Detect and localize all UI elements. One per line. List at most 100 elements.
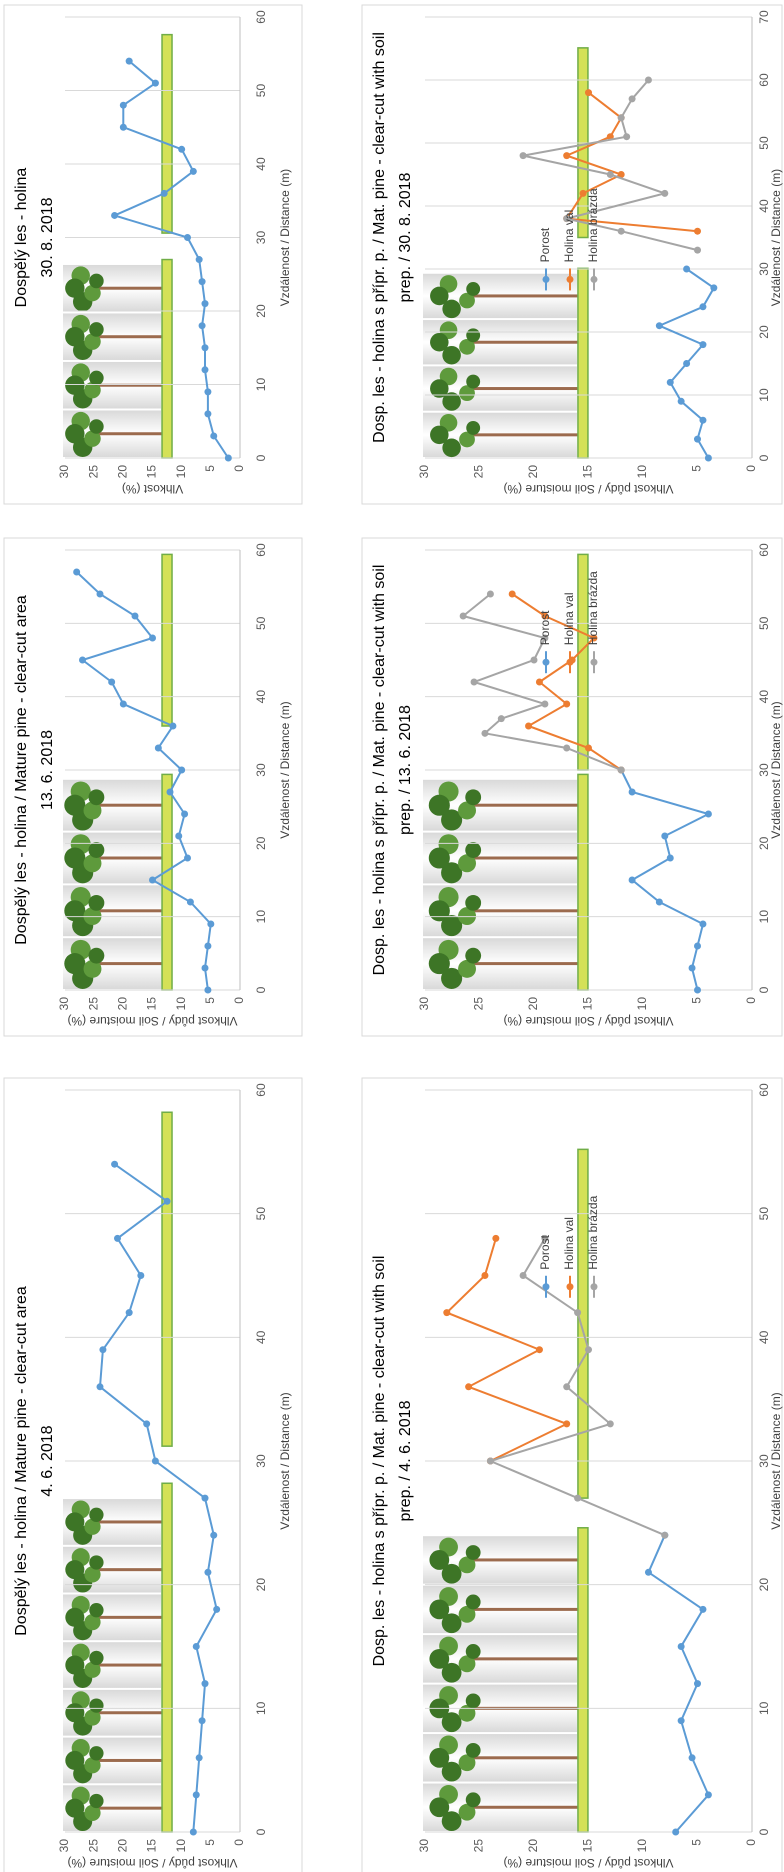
- tree-crown: [65, 279, 84, 298]
- data-point: [155, 745, 162, 752]
- data-point: [193, 1791, 200, 1798]
- legend-marker: [566, 659, 573, 666]
- data-point: [99, 1346, 106, 1353]
- data-point: [126, 58, 133, 65]
- data-point: [694, 987, 701, 994]
- tree-crown: [466, 1644, 481, 1659]
- tree-trunk: [94, 1807, 163, 1810]
- tree-trunk: [471, 909, 579, 912]
- tree-crown: [430, 426, 449, 445]
- data-point: [689, 1754, 696, 1761]
- legend-marker: [590, 276, 597, 283]
- tree-trunk: [471, 857, 579, 860]
- tree-crown: [89, 322, 104, 337]
- tree-trunk: [94, 1520, 163, 1523]
- data-point: [204, 1569, 211, 1576]
- data-point: [202, 344, 209, 351]
- data-point: [705, 1791, 712, 1798]
- data-point: [678, 1643, 685, 1650]
- tree-crown: [465, 895, 481, 911]
- tree-crown: [65, 424, 84, 443]
- data-point: [607, 1420, 614, 1427]
- legend-marker: [590, 659, 597, 666]
- legend-label: Holina brázda: [586, 571, 600, 645]
- y-tick-label: 20: [526, 1839, 540, 1853]
- y-tick-label: 30: [417, 1839, 431, 1853]
- legend-marker: [566, 276, 573, 283]
- legend-label: Porost: [538, 1234, 552, 1269]
- x-tick-label: 60: [254, 543, 268, 557]
- x-axis-title: Vzdálenost / Distance (m): [769, 169, 783, 306]
- data-point: [111, 1161, 118, 1168]
- data-point: [694, 228, 701, 235]
- tree-crown: [64, 953, 85, 974]
- data-point: [120, 124, 127, 131]
- legend-label: Holina brázda: [586, 188, 600, 262]
- green-band: [162, 554, 172, 726]
- data-point: [169, 723, 176, 730]
- data-point: [699, 417, 706, 424]
- x-tick-label: 50: [254, 1207, 268, 1221]
- x-tick-label: 60: [757, 73, 771, 87]
- y-tick-label: 5: [690, 1839, 704, 1846]
- data-point: [520, 152, 527, 159]
- data-point: [143, 1420, 150, 1427]
- data-point: [585, 745, 592, 752]
- x-tick-label: 50: [254, 84, 268, 98]
- tree-crown: [466, 1792, 481, 1807]
- tree-crown: [465, 948, 481, 964]
- data-point: [132, 613, 139, 620]
- data-point: [204, 943, 211, 950]
- data-point: [645, 1569, 652, 1576]
- x-axis-title: Vzdálenost / Distance (m): [278, 1392, 292, 1529]
- figure: Dospělý les - holina / Mature pine - cle…: [0, 0, 784, 1872]
- y-tick-label: 10: [635, 465, 649, 479]
- data-point: [120, 102, 127, 109]
- y-axis-title: Vlhkost půdy / Soil moisture (%): [67, 1014, 237, 1028]
- tree-crown: [465, 789, 481, 805]
- data-point: [184, 855, 191, 862]
- tree-crown: [89, 1746, 103, 1760]
- legend-marker: [590, 1283, 597, 1290]
- tree-crown: [465, 842, 481, 858]
- data-point: [667, 379, 674, 386]
- y-tick-label: 20: [526, 465, 540, 479]
- data-point: [563, 152, 570, 159]
- data-point: [705, 811, 712, 818]
- data-point: [471, 679, 478, 686]
- data-point: [705, 455, 712, 462]
- data-point: [202, 1495, 209, 1502]
- data-point: [97, 591, 104, 598]
- y-tick-label: 30: [57, 465, 71, 479]
- tree-crown: [88, 789, 104, 805]
- tree-trunk: [471, 804, 579, 807]
- y-tick-label: 0: [232, 1839, 246, 1846]
- tree-crown: [65, 1512, 84, 1531]
- x-tick-label: 10: [757, 1701, 771, 1715]
- tree-trunk: [94, 909, 163, 912]
- tree-crown: [65, 1799, 84, 1818]
- x-tick-label: 10: [254, 378, 268, 392]
- data-point: [204, 388, 211, 395]
- data-point: [225, 455, 232, 462]
- x-tick-label: 30: [254, 231, 268, 245]
- data-point: [656, 899, 663, 906]
- tree-crown: [430, 287, 449, 306]
- y-tick-label: 0: [744, 1839, 758, 1846]
- data-point: [710, 284, 717, 291]
- tree-trunk: [471, 433, 579, 436]
- data-point: [199, 1717, 206, 1724]
- tree-trunk: [94, 1568, 163, 1571]
- data-point: [683, 266, 690, 273]
- legend-label: Holina val: [562, 210, 576, 263]
- data-point: [645, 77, 652, 84]
- tree-trunk: [94, 1759, 163, 1762]
- tree-crown: [429, 900, 450, 921]
- data-point: [492, 1235, 499, 1242]
- tree-crown: [65, 1608, 84, 1627]
- y-tick-label: 0: [744, 465, 758, 472]
- tree-trunk: [94, 335, 163, 338]
- tree-crown: [88, 842, 104, 858]
- legend-marker: [542, 659, 549, 666]
- green-band: [578, 774, 588, 990]
